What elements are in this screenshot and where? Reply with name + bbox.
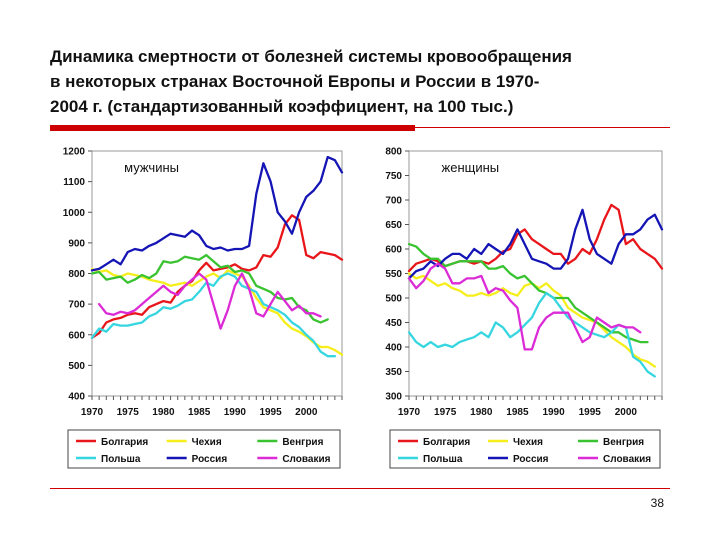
male-y-tick-label: 1000 [63, 208, 86, 219]
male-series-line [90, 214, 344, 339]
male-y-tick-label: 600 [68, 330, 85, 341]
female-x-tick-label: 1970 [398, 407, 421, 418]
female-x-tick-label: 1980 [470, 407, 493, 418]
female-x-tick-label: 1995 [579, 407, 602, 418]
female-y-tick-label: 550 [385, 269, 402, 280]
male-y-tick-label: 1100 [63, 177, 85, 188]
female-y-tick-label: 750 [385, 171, 402, 182]
footer-rule [50, 488, 670, 489]
male-legend-label: Венгрия [282, 437, 323, 448]
female-legend-box [389, 429, 661, 469]
female-y-tick-label: 500 [385, 294, 402, 305]
male-y-tick-label: 900 [68, 238, 85, 249]
male-x-tick-label: 2000 [295, 407, 318, 418]
female-legend-label: Россия [513, 454, 549, 465]
male-panel-title: мужчины [124, 160, 179, 175]
male-y-tick-label: 700 [68, 300, 85, 311]
female-legend-label: Словакия [603, 454, 651, 465]
male-x-tick-label: 1980 [152, 407, 175, 418]
title-underline-accent [50, 125, 415, 131]
female-y-tick-label: 450 [385, 318, 402, 329]
male-series-line [90, 155, 344, 272]
male-legend-label: Словакия [282, 454, 330, 465]
male-legend-label: Польша [101, 454, 141, 465]
male-y-tick-label: 800 [68, 269, 85, 280]
male-legend-label: Чехия [192, 437, 222, 448]
male-y-tick-label: 500 [68, 361, 85, 372]
male-legend-label: Болгария [101, 437, 148, 448]
female-series-line [407, 262, 642, 351]
female-y-tick-label: 800 [385, 147, 402, 158]
female-plot-area [408, 150, 663, 397]
female-y-tick-label: 400 [385, 343, 402, 354]
slide-title: Динамика смертности от болезней системы … [50, 47, 572, 116]
female-y-tick-label: 350 [385, 367, 402, 378]
female-series-line [407, 208, 664, 280]
male-series-line [90, 253, 329, 324]
male-x-tick-label: 1970 [81, 407, 104, 418]
male-series-line [97, 272, 322, 330]
male-y-tick-label: 400 [68, 392, 85, 403]
male-y-tick-label: 1200 [63, 147, 86, 158]
male-x-tick-label: 1975 [117, 407, 140, 418]
female-x-tick-label: 2000 [615, 407, 638, 418]
female-x-tick-label: 1985 [506, 407, 529, 418]
male-series-line [90, 272, 337, 358]
female-legend-label: Венгрия [603, 437, 644, 448]
female-legend-label: Болгария [423, 437, 470, 448]
male-x-tick-label: 1985 [188, 407, 211, 418]
female-x-tick-label: 1975 [434, 407, 457, 418]
female-y-tick-label: 600 [385, 245, 402, 256]
female-legend-label: Чехия [513, 437, 543, 448]
female-y-tick-label: 700 [385, 196, 402, 207]
male-legend-label: Россия [192, 454, 228, 465]
title-underline-rule [50, 127, 670, 128]
male-x-tick-label: 1990 [224, 407, 247, 418]
female-legend-label: Польша [423, 454, 463, 465]
female-y-tick-label: 650 [385, 220, 402, 231]
male-plot-area [91, 150, 343, 397]
female-x-tick-label: 1990 [542, 407, 565, 418]
female-series-line [407, 291, 656, 378]
male-x-tick-label: 1995 [259, 407, 282, 418]
female-panel-title: женщины [442, 160, 500, 175]
female-y-tick-label: 300 [385, 392, 402, 403]
male-series-line [90, 267, 344, 356]
female-series-line [407, 242, 649, 344]
male-legend-box [67, 429, 341, 469]
page-number: 38 [650, 496, 664, 510]
